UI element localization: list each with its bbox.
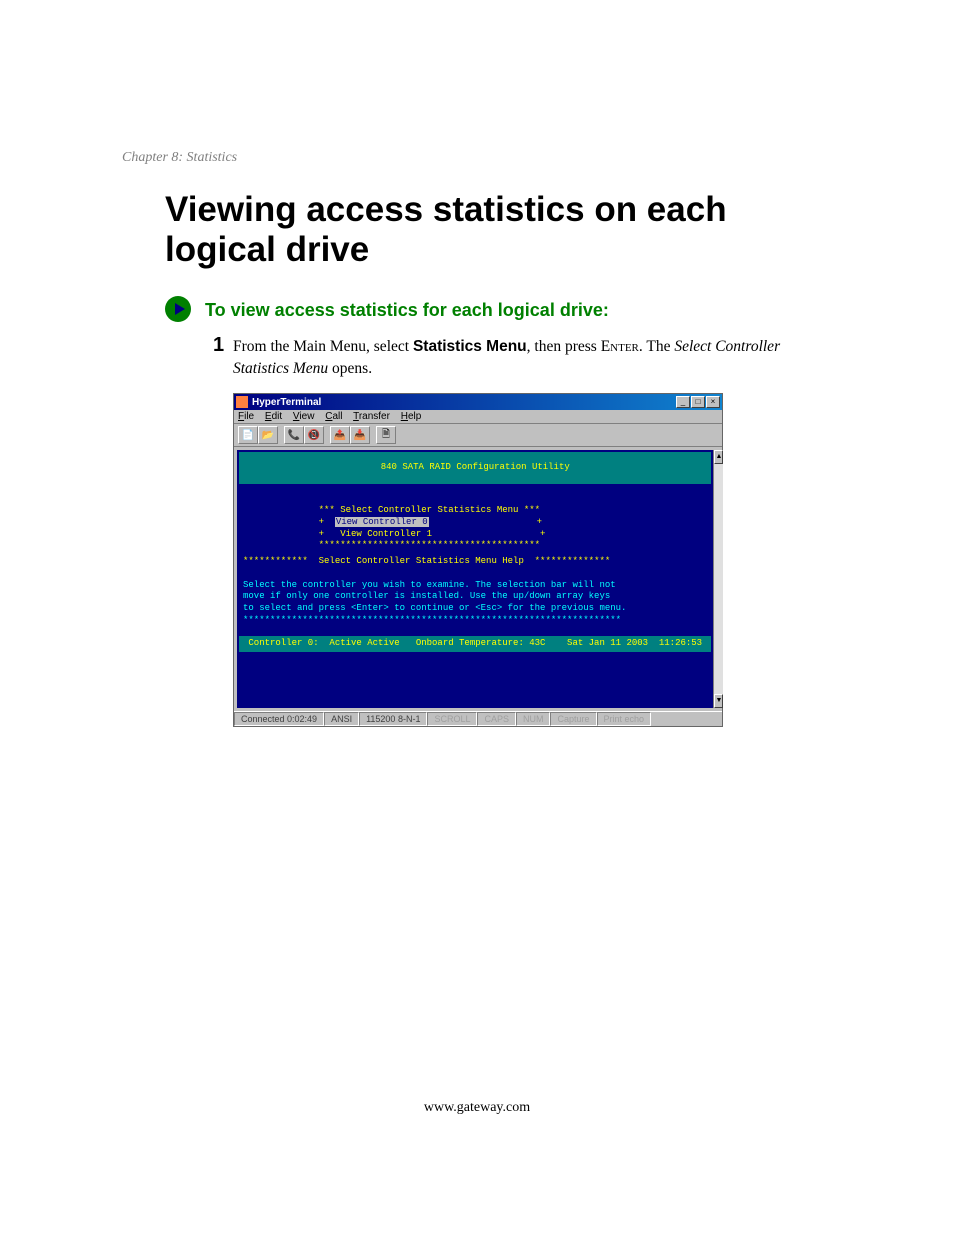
terminal-help: ************ Select Controller Statistic… (237, 554, 713, 634)
scroll-track[interactable] (714, 464, 723, 694)
footer-url: www.gateway.com (0, 1100, 954, 1116)
window-title: HyperTerminal (252, 397, 676, 408)
menu-transfer[interactable]: Transfer (353, 411, 390, 422)
step-text-post1: . The (639, 338, 674, 355)
step-text-pre: From the Main Menu, select (233, 338, 413, 355)
status-baud: 115200 8-N-1 (359, 712, 427, 726)
app-icon (236, 396, 248, 408)
step-text-post2: opens. (328, 360, 372, 377)
step-text-key: Enter (601, 338, 639, 355)
menu-edit[interactable]: Edit (265, 411, 282, 422)
help-text: Select the controller you wish to examin… (243, 580, 626, 625)
toolbar: 📄 📂 📞 📵 📤 📥 🗎 (234, 424, 722, 447)
menu-title-line: *** Select Controller Statistics Menu **… (319, 505, 540, 515)
triangle-icon (175, 303, 185, 315)
menu-border: ****************************************… (319, 540, 540, 550)
toolbar-send-icon[interactable]: 📤 (330, 426, 350, 444)
status-echo: Print echo (597, 712, 652, 726)
page-title: Viewing access statistics on each logica… (165, 190, 845, 271)
terminal-header: 840 SATA RAID Configuration Utility (239, 452, 711, 484)
status-scroll: SCROLL (427, 712, 477, 726)
status-num: NUM (516, 712, 551, 726)
menu-option-1[interactable]: + View Controller 1 + (319, 529, 546, 539)
step-description: From the Main Menu, select Statistics Me… (233, 336, 793, 379)
menu-view[interactable]: View (293, 411, 315, 422)
menu-option-selected[interactable]: View Controller 0 (335, 517, 429, 527)
toolbar-receive-icon[interactable]: 📥 (350, 426, 370, 444)
status-capture: Capture (550, 712, 596, 726)
status-connected: Connected 0:02:49 (234, 712, 324, 726)
scroll-up-icon[interactable]: ▲ (714, 450, 723, 464)
step-text-mid: , then press (527, 338, 601, 355)
status-caps: CAPS (477, 712, 516, 726)
section-heading: To view access statistics for each logic… (205, 300, 609, 321)
chapter-header: Chapter 8: Statistics (122, 150, 237, 166)
minimize-button[interactable]: _ (676, 396, 690, 408)
step-text-bold: Statistics Menu (413, 338, 527, 355)
menu-help[interactable]: Help (401, 411, 422, 422)
toolbar-hangup-icon[interactable]: 📵 (304, 426, 324, 444)
menubar[interactable]: File Edit View Call Transfer Help (234, 410, 722, 424)
toolbar-new-icon[interactable]: 📄 (238, 426, 258, 444)
maximize-button[interactable]: □ (691, 396, 705, 408)
toolbar-call-icon[interactable]: 📞 (284, 426, 304, 444)
toolbar-props-icon[interactable]: 🗎 (376, 426, 396, 444)
terminal-screen[interactable]: 840 SATA RAID Configuration Utility *** … (237, 450, 713, 708)
terminal-menu: *** Select Controller Statistics Menu **… (237, 486, 713, 554)
status-emulation: ANSI (324, 712, 359, 726)
close-button[interactable]: × (706, 396, 720, 408)
play-icon (165, 296, 191, 322)
scroll-down-icon[interactable]: ▼ (714, 694, 723, 708)
statusbar: Connected 0:02:49 ANSI 115200 8-N-1 SCRO… (234, 711, 722, 726)
scrollbar[interactable]: ▲ ▼ (713, 450, 723, 708)
hyperterminal-window: HyperTerminal _ □ × File Edit View Call … (233, 393, 723, 727)
terminal-status-line: Controller 0: Active Active Onboard Temp… (239, 636, 711, 652)
opt0-suffix: + (429, 517, 542, 527)
window-titlebar[interactable]: HyperTerminal _ □ × (234, 394, 722, 410)
toolbar-open-icon[interactable]: 📂 (258, 426, 278, 444)
menu-file[interactable]: File (238, 411, 254, 422)
menu-call[interactable]: Call (325, 411, 342, 422)
step-number: 1 (213, 334, 224, 357)
opt0-prefix: + (319, 517, 335, 527)
